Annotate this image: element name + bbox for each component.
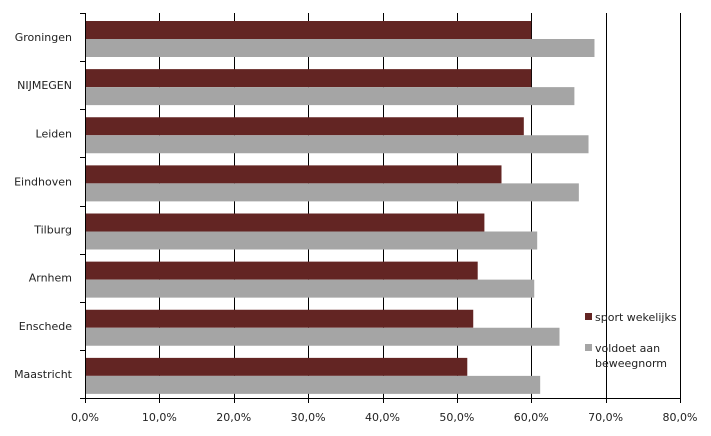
legend-label: voldoet aan [595,342,660,355]
bar-voldoet-aan-beweegnorm [85,327,560,346]
bar-voldoet-aan-beweegnorm [85,183,579,202]
x-tick-label: 70,0% [588,411,623,424]
axes [80,13,681,403]
bar-voldoet-aan-beweegnorm [85,135,589,154]
bar-sport-wekelijks [85,117,524,136]
bar-voldoet-aan-beweegnorm [85,375,541,394]
x-tick-label: 80,0% [663,411,698,424]
y-tick-labels: Groningen NIJMEGEN Leiden Eindhoven Tilburg A… [14,31,73,381]
y-tick-label: Eindhoven [14,175,72,188]
y-tick-label: NIJMEGEN [17,79,72,92]
y-tick-label: Leiden [36,127,73,140]
bar-sport-wekelijks [85,213,485,232]
y-tick-label: Tilburg [33,224,72,237]
y-tick-label: Groningen [15,31,72,44]
bars [85,21,595,394]
y-tick-label: Enschede [19,320,72,333]
x-tick-label: 0,0% [71,411,99,424]
bar-sport-wekelijks [85,309,474,328]
bar-sport-wekelijks [85,69,532,88]
x-tick-label: 60,0% [514,411,549,424]
x-tick-label: 50,0% [439,411,474,424]
y-tick-label: Arnhem [29,272,72,285]
bar-voldoet-aan-beweegnorm [85,279,535,298]
x-tick-label: 10,0% [142,411,177,424]
legend: sport wekelijks voldoet aan beweegnorm [585,311,677,370]
bar-voldoet-aan-beweegnorm [85,87,575,106]
y-tick-label: Maastricht [14,368,73,381]
bar-sport-wekelijks [85,357,468,376]
bar-sport-wekelijks [85,261,478,280]
bar-voldoet-aan-beweegnorm [85,231,538,250]
x-tick-label: 20,0% [216,411,251,424]
x-tick-label: 40,0% [365,411,400,424]
legend-label: sport wekelijks [595,311,677,324]
bar-sport-wekelijks [85,165,502,184]
legend-swatch [585,313,592,320]
x-tick-labels: 0,0% 10,0% 20,0% 30,0% 40,0% 50,0% 60,0% 70,0% 8… [71,411,697,424]
bar-voldoet-aan-beweegnorm [85,39,595,57]
legend-swatch [585,344,592,351]
bar-sport-wekelijks [85,21,532,39]
legend-label: beweegnorm [595,357,667,370]
x-tick-label: 30,0% [291,411,326,424]
